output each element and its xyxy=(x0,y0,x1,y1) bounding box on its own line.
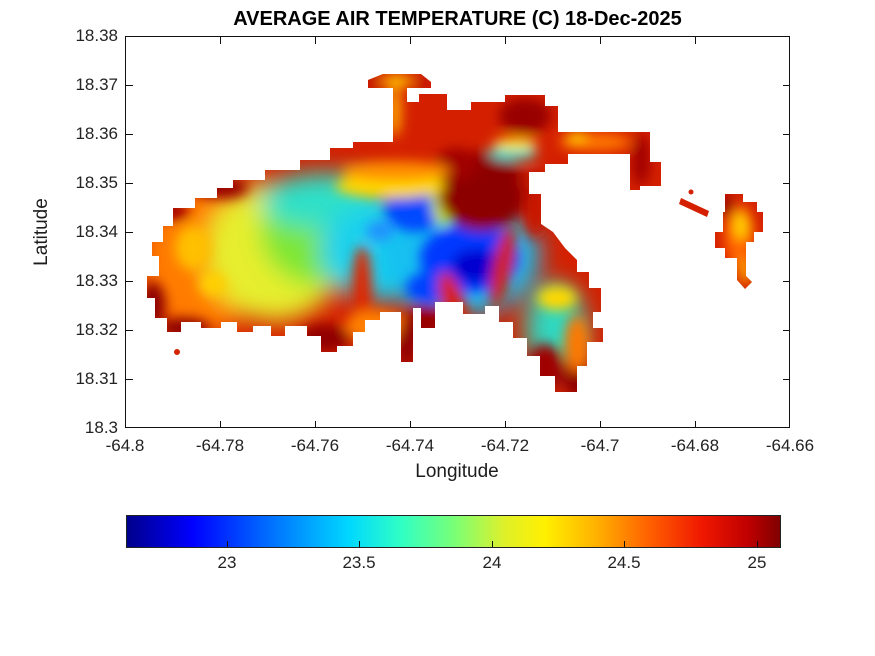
y-tick-mark xyxy=(126,85,133,86)
y-tick-label: 18.36 xyxy=(75,124,118,143)
y-tick-mark xyxy=(783,232,790,233)
x-tick-mark xyxy=(789,421,790,428)
y-tick-mark xyxy=(126,134,133,135)
y-tick-mark xyxy=(783,379,790,380)
y-tick-mark xyxy=(126,379,133,380)
x-tick-mark xyxy=(600,37,601,44)
x-tick-label: -64.74 xyxy=(385,436,435,455)
x-tick-mark xyxy=(505,37,506,44)
colorbar-tick-label: 25 xyxy=(747,553,767,572)
x-axis-label: Longitude xyxy=(415,461,499,482)
x-tick-mark xyxy=(125,421,126,428)
x-tick-mark xyxy=(505,421,506,428)
y-axis-label: Latitude xyxy=(31,198,52,266)
x-tick-label: -64.68 xyxy=(670,436,720,455)
x-tick-mark xyxy=(315,37,316,44)
y-tick-mark xyxy=(126,232,133,233)
y-tick-mark xyxy=(783,85,790,86)
colorbar-tick-mark xyxy=(492,541,493,547)
x-tick-label: -64.76 xyxy=(290,436,340,455)
colorbar-tick-label: 23.5 xyxy=(342,553,376,572)
x-tick-label: -64.78 xyxy=(195,436,245,455)
y-tick-label: 18.32 xyxy=(75,320,118,339)
y-tick-mark xyxy=(783,330,790,331)
x-tick-label: -64.66 xyxy=(765,436,815,455)
x-tick-mark xyxy=(220,421,221,428)
y-tick-label: 18.33 xyxy=(75,271,118,290)
colorbar-tick-mark xyxy=(227,541,228,547)
x-tick-mark xyxy=(695,37,696,44)
x-tick-label: -64.72 xyxy=(480,436,530,455)
y-tick-mark xyxy=(126,330,133,331)
y-tick-label: 18.31 xyxy=(75,369,118,388)
y-tick-label: 18.35 xyxy=(75,173,118,192)
y-tick-mark xyxy=(126,183,133,184)
colorbar-tick-label: 23 xyxy=(217,553,237,572)
y-tick-label: 18.3 xyxy=(84,418,118,437)
x-tick-mark xyxy=(410,37,411,44)
x-tick-mark xyxy=(410,421,411,428)
chart-title: AVERAGE AIR TEMPERATURE (C) 18-Dec-2025 xyxy=(233,8,682,30)
y-tick-label: 18.37 xyxy=(75,75,118,94)
y-tick-mark xyxy=(783,183,790,184)
y-tick-mark xyxy=(126,281,133,282)
colorbar-tick-mark xyxy=(757,541,758,547)
y-tick-mark xyxy=(783,134,790,135)
colorbar-tick-mark xyxy=(624,541,625,547)
x-tick-label: -64.8 xyxy=(105,436,145,455)
x-tick-mark xyxy=(315,421,316,428)
x-tick-mark xyxy=(600,421,601,428)
colorbar-tick-label: 24 xyxy=(482,553,502,572)
y-tick-label: 18.38 xyxy=(75,26,118,45)
x-tick-label: -64.7 xyxy=(580,436,620,455)
temperature-heatmap xyxy=(147,74,763,392)
y-tick-mark xyxy=(783,281,790,282)
colorbar-tick-mark xyxy=(359,541,360,547)
y-tick-label: 18.34 xyxy=(75,222,118,241)
x-tick-mark xyxy=(220,37,221,44)
colorbar-tick-label: 24.5 xyxy=(607,553,641,572)
colorbar xyxy=(126,515,781,548)
x-tick-mark xyxy=(695,421,696,428)
